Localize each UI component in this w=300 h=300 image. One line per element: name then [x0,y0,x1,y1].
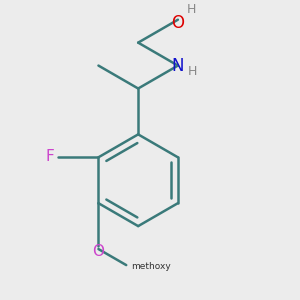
Text: H: H [188,65,197,78]
Text: O: O [171,14,184,32]
Text: F: F [46,149,55,164]
Text: N: N [172,57,184,75]
Text: methoxy: methoxy [131,262,170,271]
Text: H: H [187,3,196,16]
Text: O: O [92,244,104,259]
